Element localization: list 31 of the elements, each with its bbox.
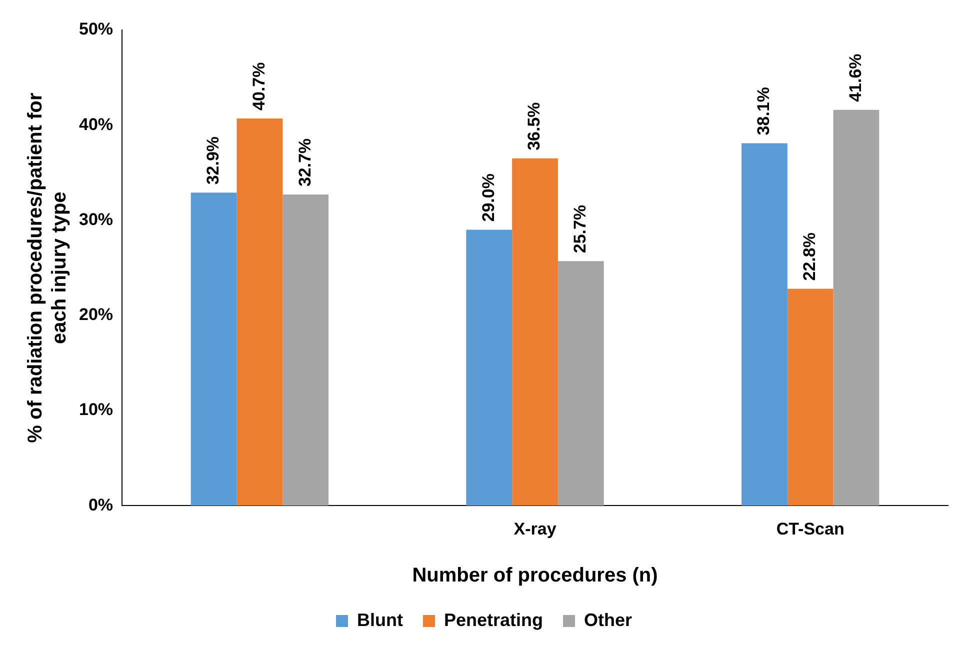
x-tick-label: X-ray xyxy=(514,519,557,538)
bar xyxy=(190,192,237,506)
bar xyxy=(742,143,788,506)
y-axis-title: % of radiation procedures/patient for each injury type xyxy=(24,92,71,443)
data-label: 29.0% xyxy=(478,174,498,222)
bar xyxy=(236,118,283,506)
y-tick-label: 20% xyxy=(78,305,114,324)
bar xyxy=(282,194,329,506)
data-label: 32.9% xyxy=(203,136,222,185)
bar xyxy=(466,230,512,506)
x-axis-title: Number of procedures (n) xyxy=(412,564,658,587)
legend-label: Other xyxy=(584,610,632,630)
bar xyxy=(833,110,880,506)
legend-label: Penetrating xyxy=(444,610,544,630)
x-tick-label: CT-Scan xyxy=(776,519,844,538)
data-label: 32.7% xyxy=(295,138,314,187)
y-tick-label: 10% xyxy=(78,400,114,420)
data-label: 38.1% xyxy=(754,86,774,136)
bar xyxy=(512,158,558,506)
data-label: 36.5% xyxy=(524,102,544,150)
data-label: 41.6% xyxy=(846,54,865,102)
y-tick-label: 40% xyxy=(78,114,114,134)
y-tick-label: 0% xyxy=(88,495,114,514)
data-label: 22.8% xyxy=(800,232,820,281)
y-tick-label: 50% xyxy=(78,20,114,39)
bar xyxy=(558,261,604,506)
y-tick-label: 30% xyxy=(78,210,114,229)
data-label: 40.7% xyxy=(249,62,268,110)
legend-label: Blunt xyxy=(356,610,403,630)
bar xyxy=(787,288,834,506)
data-label: 25.7% xyxy=(570,204,590,254)
